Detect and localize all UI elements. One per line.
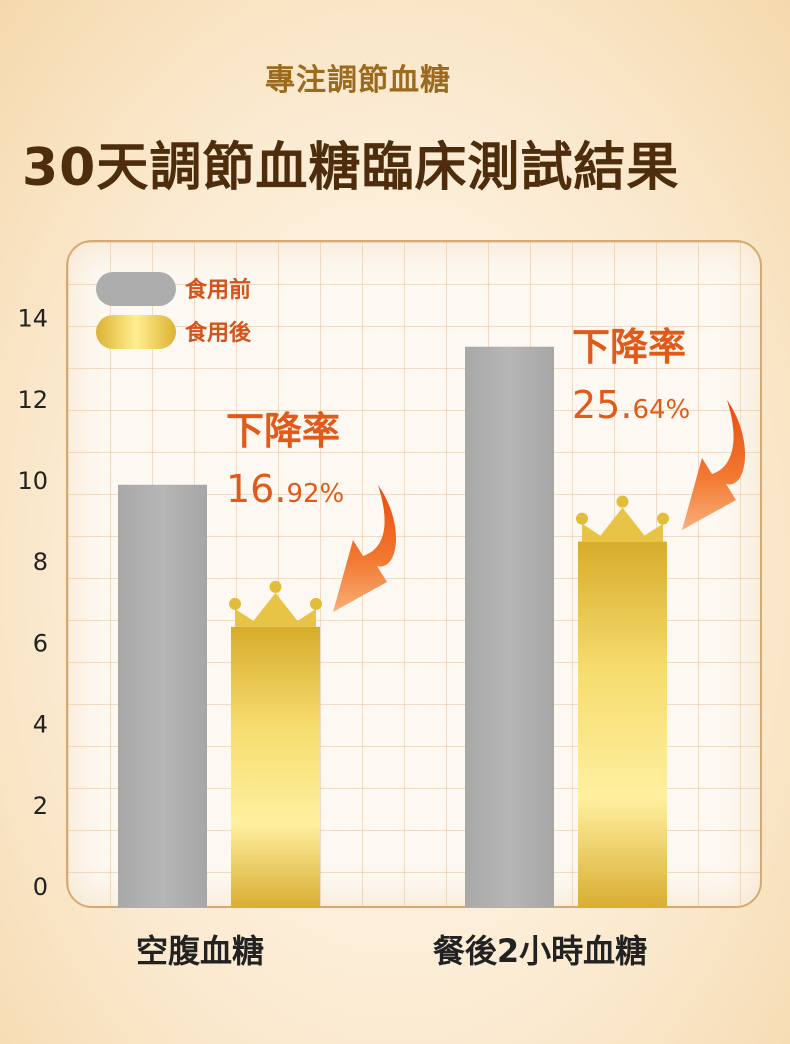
legend-swatch xyxy=(96,272,176,306)
y-tick-label: 4 xyxy=(33,711,48,739)
reduction-rate-label: 下降率 xyxy=(572,325,686,369)
crown-jewel xyxy=(576,512,588,525)
legend-label: 食用前 xyxy=(185,277,251,303)
reduction-rate-value-rest: 64% xyxy=(632,395,690,425)
crown-jewel xyxy=(657,512,669,525)
crown-icon xyxy=(582,507,663,542)
bar xyxy=(578,541,667,907)
legend-swatch xyxy=(96,315,176,349)
crown-jewel xyxy=(616,495,629,508)
bar xyxy=(465,346,554,908)
bar xyxy=(118,484,207,907)
chart-subtitle: 專注調節血糖 xyxy=(265,63,451,98)
y-tick-label: 12 xyxy=(17,386,48,414)
crown-jewel xyxy=(310,597,322,610)
down-arrow-icon xyxy=(682,400,746,530)
crown-jewel xyxy=(229,597,241,610)
reduction-rate-value-main: 25. xyxy=(572,383,632,427)
y-tick-label: 0 xyxy=(33,873,48,901)
y-tick-label: 6 xyxy=(33,629,48,657)
reduction-rate-value: 25.64% xyxy=(572,383,690,427)
chart-title: 30天調節血糖臨床測試結果 xyxy=(22,138,680,198)
legend-label: 食用後 xyxy=(185,320,252,346)
category-label: 餐後2小時血糖 xyxy=(433,932,647,970)
bar xyxy=(231,626,320,907)
y-tick-label: 2 xyxy=(33,792,48,820)
y-tick-label: 14 xyxy=(17,305,48,333)
down-arrow-icon xyxy=(333,485,397,612)
reduction-rate-label: 下降率 xyxy=(226,409,340,453)
crown-icon xyxy=(235,592,316,627)
category-label: 空腹血糖 xyxy=(136,932,264,970)
y-tick-label: 10 xyxy=(17,467,48,495)
reduction-rate-value-rest: 92% xyxy=(286,479,344,509)
reduction-rate-value: 16.92% xyxy=(226,467,344,511)
y-tick-label: 8 xyxy=(33,548,48,576)
reduction-rate-value-main: 16. xyxy=(226,467,286,511)
crown-jewel xyxy=(269,580,282,593)
